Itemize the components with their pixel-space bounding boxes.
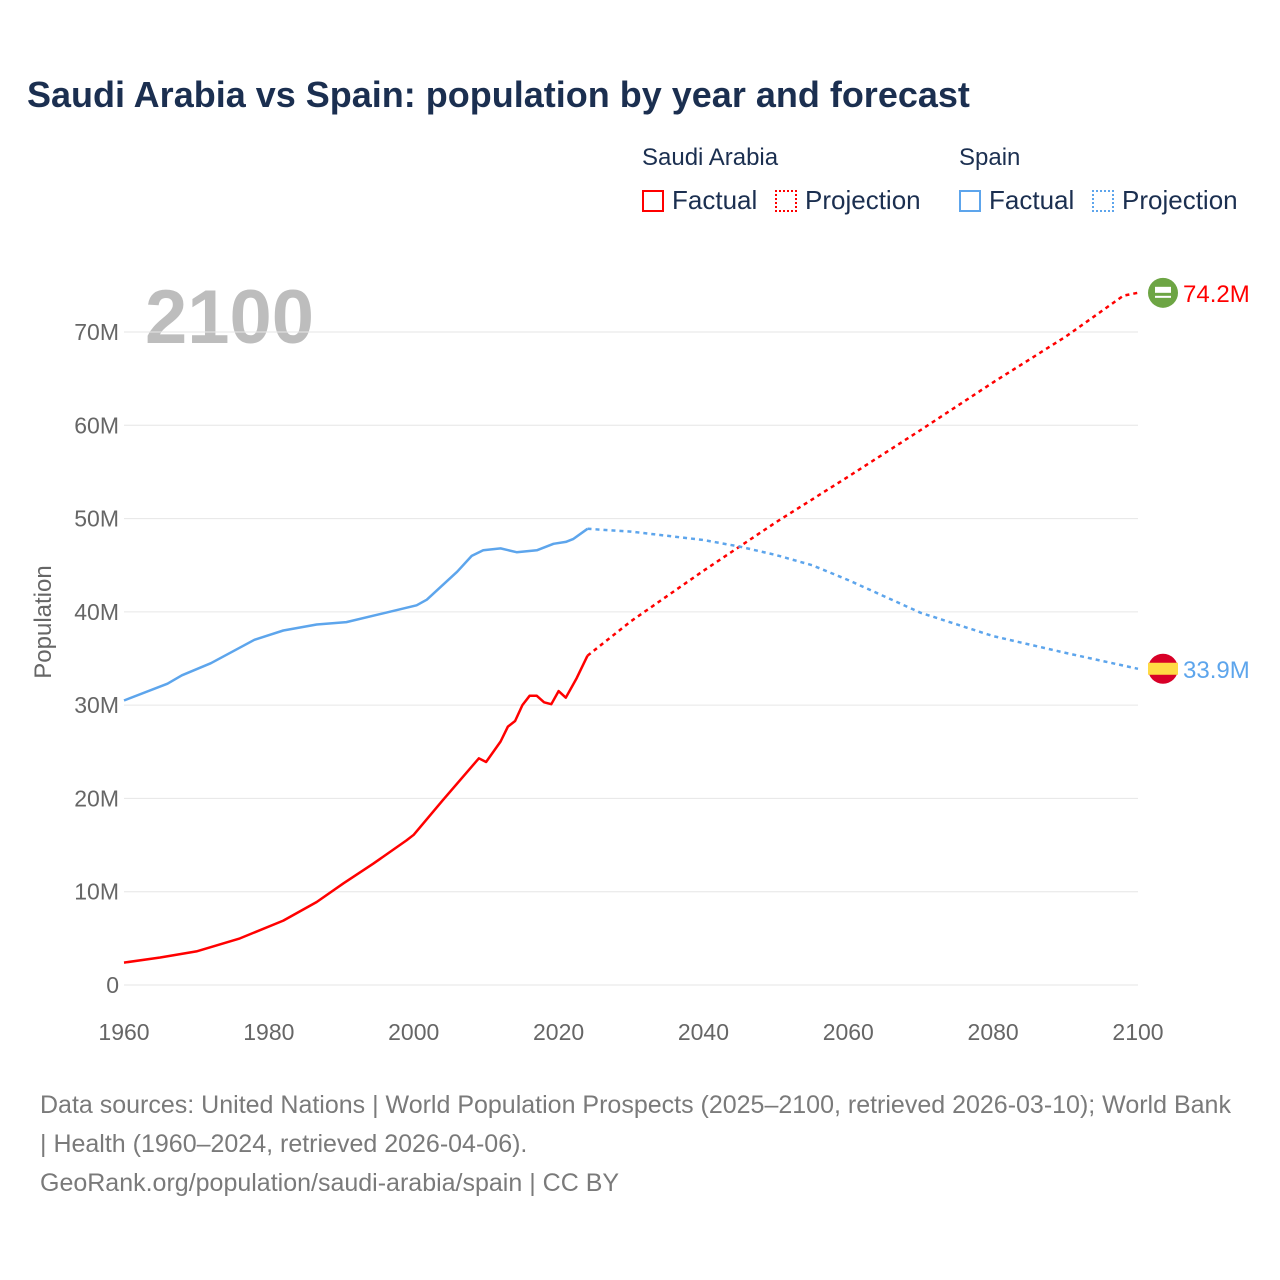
x-tick-label: 2060 [823,1019,874,1045]
credit-link[interactable]: GeoRank.org/population/saudi-arabia/spai… [40,1169,620,1197]
legend-saudi-factual[interactable]: Factual [642,185,757,216]
legend-label: Factual [672,185,758,215]
flag-script [1155,286,1171,293]
y-tick-label: 60M [74,412,119,438]
x-tick-label: 2040 [678,1019,729,1045]
y-tick-label: 20M [74,785,119,811]
flag-yellow-band [1148,662,1178,675]
legend-label: Projection [1122,185,1238,215]
flag-sword [1155,295,1171,298]
legend-swatch-dotted [1092,189,1114,212]
x-tick-label: 2020 [533,1019,584,1045]
spain-flag-icon [1148,653,1178,684]
y-tick-label: 40M [74,599,119,625]
year-display: 2100 [145,275,314,360]
legend-group-spain: Spain [959,144,1021,171]
legend-label: Projection [805,185,921,215]
y-tick-label: 50M [74,506,119,532]
spain-factual-line [123,527,589,702]
saudi-arabia-projection-line [586,291,1139,657]
x-tick-label: 2100 [1112,1019,1163,1045]
y-tick-label: 70M [74,319,119,345]
y-tick-label: 0 [106,972,119,998]
data-sources: Data sources: United Nations | World Pop… [40,1091,1231,1158]
spain-end-label: 33.9M [1183,657,1250,684]
footer: Data sources: United Nations | World Pop… [40,1086,1240,1203]
legend-spain-factual[interactable]: Factual [959,185,1074,216]
legend-group-saudi-arabia: Saudi Arabia [642,144,779,171]
y-tick-label: 10M [74,879,119,905]
saudi-arabia-factual-line [123,655,589,964]
chart-area: 2100 Population 0 10M 20M 30M 40M 50M 60M 70M 19… [30,275,1250,1045]
saudi-arabia-end-label: 74.2M [1183,281,1250,308]
x-tick-label: 1960 [98,1019,149,1045]
legend-swatch-solid [959,189,981,212]
chart-title: Saudi Arabia vs Spain: population by yea… [27,74,970,115]
legend-saudi-projection[interactable]: Projection [775,185,921,216]
legend-swatch-dotted [775,189,797,212]
x-tick-label: 1980 [243,1019,294,1045]
x-tick-label: 2000 [388,1019,439,1045]
legend-swatch-solid [642,189,664,212]
x-tick-label: 2080 [968,1019,1019,1045]
legend-label: Factual [989,185,1075,215]
y-axis-label: Population [30,565,57,678]
legend-spain-projection[interactable]: Projection [1092,185,1238,216]
y-tick-label: 30M [74,692,119,718]
spain-projection-line [587,527,1139,671]
saudi-arabia-flag-icon [1148,277,1178,308]
